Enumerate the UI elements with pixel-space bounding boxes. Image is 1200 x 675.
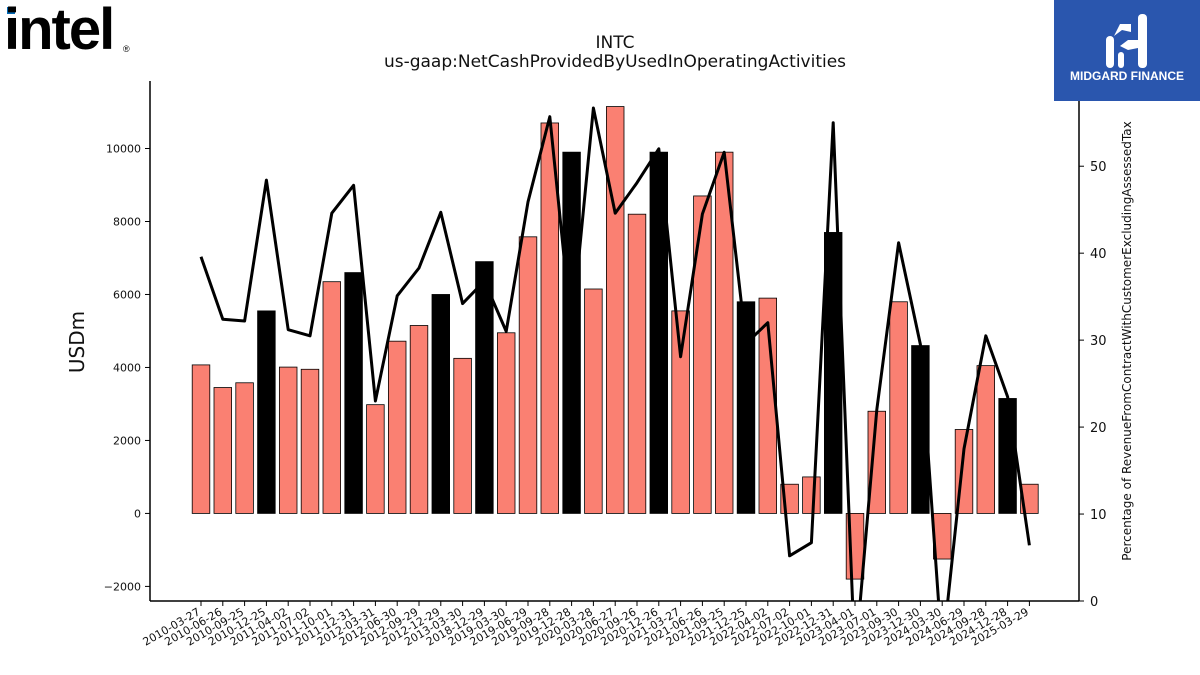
bar — [518, 236, 538, 514]
bar — [366, 404, 385, 514]
y2-tick-label: 30 — [1090, 334, 1107, 349]
bar — [431, 294, 451, 514]
y-tick-label: 6000 — [113, 288, 141, 301]
bar — [998, 398, 1017, 514]
bar — [278, 366, 298, 514]
bar — [584, 288, 603, 514]
midgard-emblem-icon — [1106, 14, 1147, 68]
bar — [213, 387, 233, 514]
y-tick-label: 2000 — [113, 434, 141, 447]
percentage-line — [199, 106, 1031, 601]
bar — [671, 310, 690, 514]
partner-name: MIDGARD FINANCE — [1070, 69, 1184, 83]
y2-tick-label: 20 — [1090, 421, 1107, 436]
y-tick-label: −2000 — [104, 580, 141, 593]
midgard-finance-logo: MIDGARD FINANCE — [1054, 0, 1200, 101]
y2-tick-label: 40 — [1090, 247, 1107, 262]
bar — [191, 364, 211, 514]
bar — [235, 382, 254, 514]
y2-tick-label: 50 — [1090, 160, 1107, 175]
y2-tick-label: 0 — [1090, 595, 1098, 610]
logo-text: intel — [4, 0, 113, 58]
chart-subtitle: us-gaap:NetCashProvidedByUsedInOperating… — [383, 52, 847, 72]
y-tick-label: 10000 — [106, 143, 141, 156]
y2-tick-label: 10 — [1090, 508, 1107, 523]
y-tick-label: 4000 — [113, 361, 141, 374]
bar — [453, 357, 472, 514]
bar — [496, 332, 516, 514]
bar — [344, 272, 363, 514]
y-tick-label: 0 — [134, 507, 141, 520]
y-axis-label: USDm — [65, 310, 89, 374]
bar — [627, 213, 647, 514]
logo-dot — [7, 7, 15, 14]
bar — [322, 281, 342, 514]
bar — [257, 310, 276, 514]
y-tick-label: 8000 — [113, 215, 141, 228]
chart-title: INTC — [595, 33, 635, 53]
intel-logo: intel ® — [4, 0, 130, 58]
y2-axis-label: Percentage of RevenueFromContractWithCus… — [1120, 121, 1134, 561]
plot-area — [191, 106, 1039, 601]
bar — [475, 261, 494, 514]
bar-series — [191, 106, 1039, 580]
chart-axes: −200002000400060008000100000102030405020… — [104, 81, 1107, 649]
bar — [300, 368, 320, 514]
bar — [736, 301, 756, 514]
bar — [409, 325, 429, 514]
bar — [606, 106, 625, 514]
bar — [693, 195, 712, 514]
bar — [802, 476, 821, 514]
bar — [889, 301, 908, 514]
bar — [976, 365, 996, 514]
bar — [387, 340, 407, 514]
svg-text:®: ® — [123, 44, 130, 54]
